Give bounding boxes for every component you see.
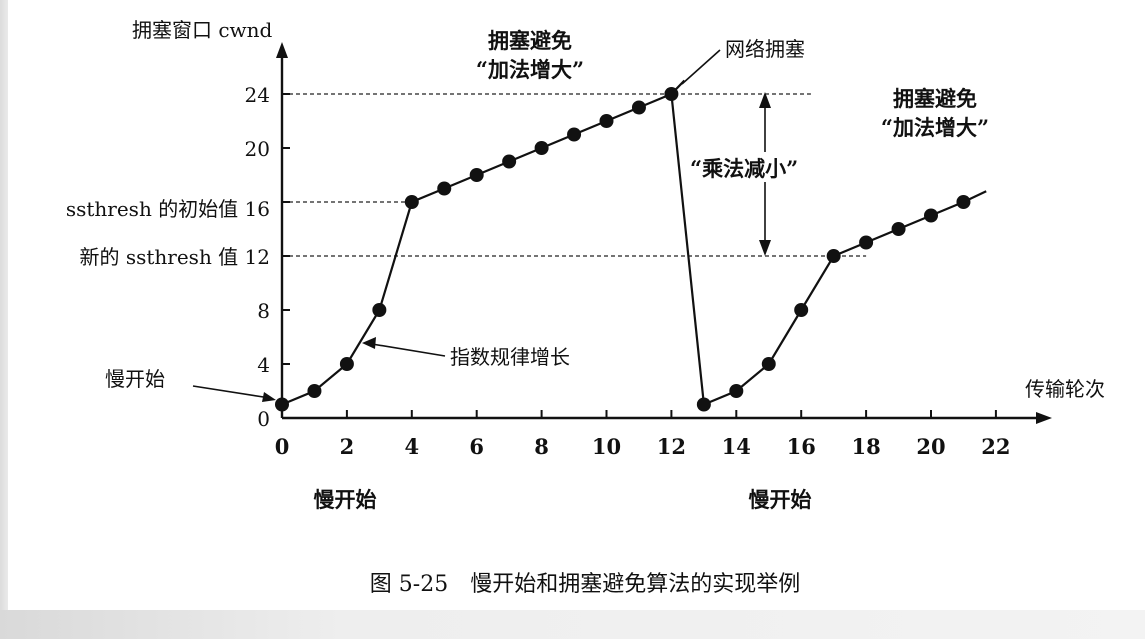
x-axis-arrowhead <box>1036 412 1052 424</box>
x-tick-label-22: 22 <box>981 434 1010 459</box>
data-point-15 <box>761 357 776 371</box>
data-point-10 <box>599 114 614 128</box>
network-congestion-pointer-line <box>681 49 721 85</box>
exponential-growth-arrowhead <box>362 337 376 349</box>
x-tick-label-2: 2 <box>340 434 355 459</box>
x-tick-label-16: 16 <box>787 434 816 459</box>
range-arrowhead-bottom <box>759 240 771 256</box>
exponential-growth-pointer-line <box>371 343 446 357</box>
data-point-16 <box>794 303 809 317</box>
data-point-11 <box>631 100 646 115</box>
congestion-avoidance-label-1-line1: 拥塞避免 <box>488 28 572 53</box>
data-point-7 <box>502 154 517 169</box>
bottom-strip <box>0 610 1145 639</box>
data-point-18 <box>859 235 874 250</box>
data-point-8 <box>534 141 549 155</box>
data-point-13 <box>696 397 711 412</box>
figure-page <box>8 0 1145 610</box>
data-point-20 <box>924 208 938 223</box>
data-point-4 <box>404 195 419 209</box>
y-tick-label-8: 8 <box>257 299 270 323</box>
series-line-growth-2 <box>703 200 964 406</box>
exponential-growth-label: 指数规律增长 <box>450 345 570 369</box>
x-axis-label: 传输轮次 <box>1025 377 1105 401</box>
slow-start-pointer-line <box>192 385 271 399</box>
data-point-21 <box>956 195 971 209</box>
data-point-9 <box>567 127 582 142</box>
range-label-backdrop <box>683 152 833 182</box>
x-tick-label-20: 20 <box>916 434 945 459</box>
multiplicative-decrease-label: “乘法减小” <box>690 156 798 181</box>
data-point-19 <box>891 222 906 236</box>
slow-start-phase-label-2: 慢开始 <box>749 487 812 512</box>
y-tick-label-20: 20 <box>245 137 270 161</box>
network-congestion-label: 网络拥塞 <box>725 37 805 61</box>
x-tick-label-12: 12 <box>657 434 686 459</box>
axes <box>276 42 1052 424</box>
y-axis-label: 拥塞窗口 cwnd <box>132 18 273 42</box>
x-tick-label-6: 6 <box>469 434 484 459</box>
ref-label-initial-ssthresh: ssthresh 的初始值 16 <box>66 197 270 221</box>
data-point-17 <box>826 249 841 263</box>
y-tick-label-24: 24 <box>245 83 270 107</box>
data-point-14 <box>729 384 744 398</box>
data-point-1 <box>307 384 322 398</box>
x-tick-label-18: 18 <box>851 434 880 459</box>
range-arrowhead-top <box>759 92 771 108</box>
data-point-3 <box>372 303 387 317</box>
x-tick-label-4: 4 <box>404 434 419 459</box>
ref-label-new-ssthresh: 新的 ssthresh 值 12 <box>79 245 270 269</box>
y-axis-arrowhead <box>276 42 288 58</box>
chart-labels: 拥塞窗口 cwnd 传输轮次 ssthresh 的初始值 16 新的 ssthr… <box>66 18 1105 597</box>
cwnd-series <box>275 79 987 412</box>
x-tick-label-14: 14 <box>722 434 751 459</box>
reference-lines <box>282 93 867 257</box>
y-tick-label-0: 0 <box>257 407 270 431</box>
slow-start-pointer-label: 慢开始 <box>105 367 165 391</box>
data-point-6 <box>469 168 484 182</box>
data-point-12 <box>664 87 679 101</box>
series-line-drop <box>670 93 705 405</box>
figure-caption: 图 5-25 慢开始和拥塞避免算法的实现举例 <box>370 572 800 597</box>
x-tick-label-0: 0 <box>275 434 290 459</box>
congestion-avoidance-label-2-line2: “加法增大” <box>881 115 989 140</box>
data-point-5 <box>437 181 452 196</box>
data-point-0 <box>275 397 289 412</box>
slow-start-pointer-arrowhead <box>262 392 276 402</box>
data-point-2 <box>339 357 354 371</box>
congestion-avoidance-label-1-line2: “加法增大” <box>476 57 584 82</box>
x-tick-label-8: 8 <box>534 434 549 459</box>
slow-start-phase-label-1: 慢开始 <box>314 487 377 512</box>
x-tick-label-10: 10 <box>592 434 621 459</box>
congestion-avoidance-label-2-line1: 拥塞避免 <box>893 86 977 111</box>
y-tick-label-4: 4 <box>257 353 270 377</box>
